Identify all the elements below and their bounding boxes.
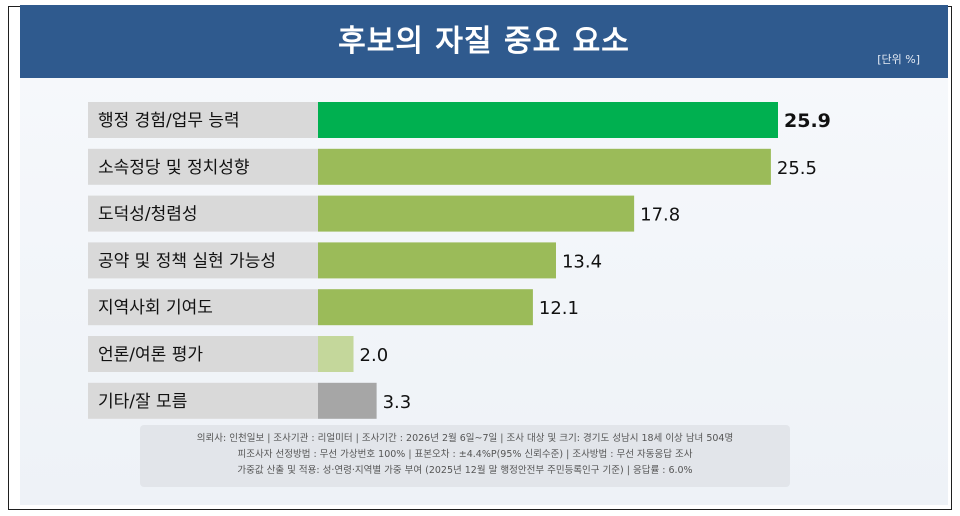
category-label-box [88,195,318,232]
category-label-box [88,382,318,419]
category-label: 소속정당 및 정치성향 [98,158,250,178]
category-label: 행정 경험/업무 능력 [98,111,240,131]
unit-label: [단위 %] [877,53,920,66]
footnote-line-3: 가중값 산출 및 적용: 성·연령·지역별 가중 부여 (2025년 12월 말… [237,465,693,476]
value-label: 3.3 [383,392,412,413]
category-label-box [88,336,318,372]
category-label: 공약 및 정책 실현 가능성 [98,251,276,271]
category-label-box [88,148,318,185]
value-label: 2.0 [360,345,389,366]
category-label: 언론/여론 평가 [98,345,203,365]
value-label: 12.1 [539,298,579,319]
category-label-box [88,242,318,279]
bar [318,195,635,232]
value-label: 17.8 [640,205,680,226]
category-label-box [88,102,318,138]
bar [318,102,778,138]
bar [318,336,354,372]
category-label: 기타/잘 모름 [98,392,187,412]
chart-title: 후보의 자질 중요 요소 [338,24,630,59]
footnote-line-2: 피조사자 선정방법 : 무선 가상번호 100% | 표본오차 : ±4.4%P… [237,449,693,460]
bar [318,242,556,279]
survey-footnote: 의뢰사: 인천일보 | 조사기관 : 리얼미터 | 조사기간 : 2026년 2… [140,425,790,487]
bar [318,289,533,326]
value-label: 25.9 [784,110,831,132]
value-label: 25.5 [777,158,817,179]
category-label: 도덕성/청렴성 [98,205,198,225]
category-label: 지역사회 기여도 [98,298,213,318]
bar [318,382,377,419]
value-label: 13.4 [562,251,602,272]
category-label-box [88,289,318,326]
bar [318,148,771,185]
footnote-line-1: 의뢰사: 인천일보 | 조사기관 : 리얼미터 | 조사기간 : 2026년 2… [196,433,734,444]
header-bar: 후보의 자질 중요 요소 [단위 %] [20,5,948,78]
